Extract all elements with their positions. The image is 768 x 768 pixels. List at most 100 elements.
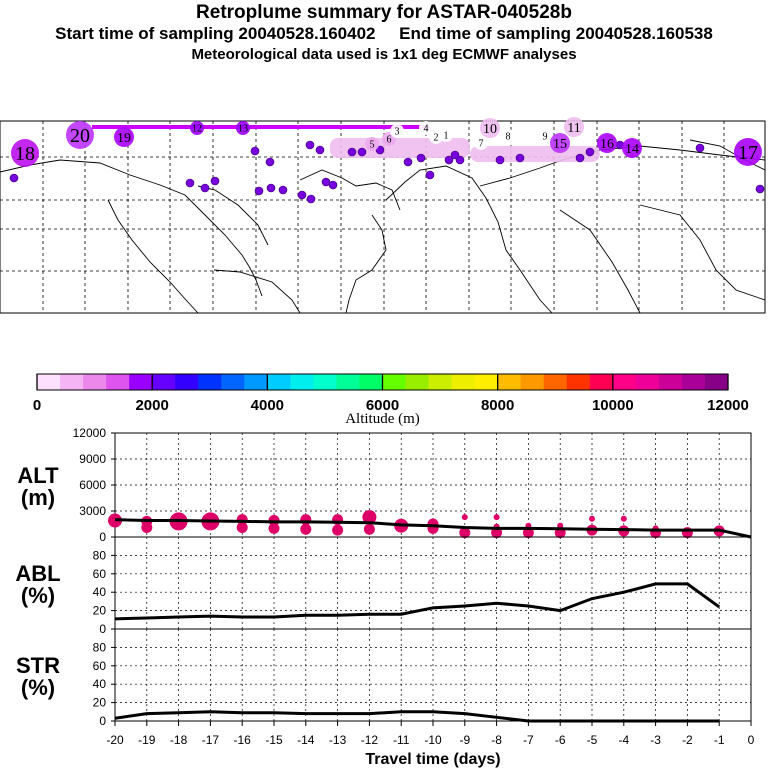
plume-marker (480, 118, 500, 138)
x-tick-label: -16 (234, 733, 252, 747)
day-label: 8 (506, 132, 511, 143)
particle-dot (425, 170, 435, 180)
plume-point (268, 522, 280, 534)
plume-marker (597, 133, 617, 153)
y-tick-label: 20 (93, 696, 107, 710)
y-tick-label: 60 (93, 567, 107, 581)
colorbar-title: Altitude (m) (345, 411, 420, 427)
day-label: 12 (192, 124, 202, 135)
particle-dot (450, 150, 460, 160)
particle-dot (210, 176, 220, 186)
map-coastline (639, 204, 766, 301)
sampling-times: Start time of sampling 20040528.160402 E… (0, 24, 768, 44)
colorbar-tick-label: 4000 (251, 397, 284, 414)
map-coastline (559, 209, 641, 314)
x-tick-label: -11 (393, 733, 410, 747)
plume-point (362, 510, 377, 525)
plume-point (491, 527, 503, 539)
particle-dot (278, 185, 288, 195)
panel-unit: (m) (21, 485, 55, 510)
colorbar-swatch (658, 374, 683, 390)
y-tick-label: 40 (93, 677, 107, 691)
plume-point (557, 522, 564, 529)
particle-dot (444, 155, 454, 165)
plume-point (300, 514, 312, 526)
panel-label: ALT (17, 463, 59, 488)
panel-label: STR (16, 653, 60, 678)
colorbar-swatch (175, 374, 199, 390)
x-tick-label: -14 (297, 733, 315, 747)
colorbar-tick-label: 12000 (707, 397, 749, 414)
particle-dot (375, 145, 385, 155)
x-tick-label: -8 (491, 733, 502, 747)
plume-point (459, 527, 471, 539)
map-coastline (689, 139, 766, 171)
x-tick-label: -10 (424, 733, 442, 747)
plume-point (461, 514, 468, 521)
particle-dot (347, 147, 357, 157)
map-coastline (299, 169, 401, 211)
day-label: 20 (70, 125, 90, 147)
y-tick-label: 20 (93, 604, 107, 618)
day-label: 2 (434, 133, 439, 144)
panel-label: ABL (15, 561, 60, 586)
map-coastline (0, 159, 263, 297)
map-coastline (385, 165, 553, 314)
y-tick-label: 80 (93, 640, 107, 654)
colorbar-swatch (290, 374, 314, 390)
day-label: 4 (424, 124, 429, 135)
y-tick-label: 9000 (79, 452, 106, 466)
day-label: 6 (387, 135, 392, 146)
colorbar-swatch (37, 374, 61, 390)
x-tick-label: -7 (523, 733, 534, 747)
plume-marker (365, 137, 379, 151)
y-tick-label: 0 (99, 622, 106, 636)
particle-dot (200, 183, 210, 193)
colorbar-tick-label: 10000 (592, 397, 634, 414)
particle-dot (266, 183, 276, 193)
y-tick-label: 40 (93, 585, 107, 599)
colorbar-swatch (382, 374, 406, 390)
x-tick-label: -1 (714, 733, 725, 747)
plume-point (332, 524, 344, 536)
plume-marker (390, 124, 404, 138)
x-tick-label: -18 (170, 733, 188, 747)
x-tick-label: -2 (682, 733, 693, 747)
x-tick-label: -5 (587, 733, 598, 747)
particle-dot (305, 140, 315, 150)
y-tick-label: 12000 (73, 426, 107, 440)
abl-series-line (114, 582, 721, 621)
particle-dot (575, 153, 585, 163)
panel-str: 0 20 40 60 80 STR(%) (16, 628, 752, 728)
plume-marker (734, 138, 762, 166)
plume-marker (564, 117, 584, 137)
colorbar-swatch (635, 374, 660, 390)
plume-point (300, 523, 312, 535)
particle-dot (585, 147, 595, 157)
plume-marker (538, 129, 552, 143)
particle-dot (416, 153, 426, 163)
day-label: 11 (567, 121, 580, 136)
colorbar-swatch (129, 374, 153, 390)
plume-point (589, 515, 595, 522)
day-label: 10 (483, 122, 497, 137)
colorbar-swatch (60, 374, 84, 390)
map-panel: 18 20 19 13 12 10 11 9 8 7 6 5 4 3 2 1 14 15 16 17 (0, 117, 766, 314)
colorbar-swatch (520, 374, 545, 390)
day-label: 15 (553, 137, 567, 152)
chart-title: Retroplume summary for ASTAR-040528b (196, 2, 572, 23)
plume-point (236, 521, 248, 533)
start-time: Start time of sampling 20040528.160402 (55, 24, 376, 43)
colorbar-swatch (405, 374, 429, 390)
plume-marker (190, 121, 204, 135)
y-tick-label: 0 (99, 530, 106, 544)
colorbar-swatch (681, 374, 706, 390)
particle-dot (403, 157, 413, 167)
day-label: 16 (600, 137, 614, 152)
colorbar-swatch (198, 374, 222, 390)
plume-marker (501, 129, 515, 143)
y-tick-label: 80 (93, 548, 107, 562)
plume-marker (439, 128, 453, 142)
plume-marker (474, 136, 488, 150)
x-tick-label: -20 (106, 733, 124, 747)
